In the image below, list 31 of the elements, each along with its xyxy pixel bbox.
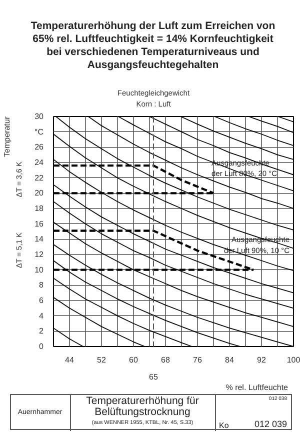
y-tick-label: 24	[34, 158, 44, 167]
y-tick-label: 10	[34, 265, 44, 274]
chart-title: Temperaturerhöhung der Luft zum Erreichen von 65% rel. Luftfeuchtigkeit = 14% Kornfeuchtigkeit bei verschiedenen Temperaturniveaus und Ausgangsfeuchtegehalten	[30, 19, 276, 73]
y-tick-label: 30	[34, 112, 44, 121]
x-tick-label: 92	[257, 356, 266, 364]
x-tick-label: 100	[286, 356, 301, 364]
y-tick-label: 2	[39, 326, 44, 336]
x-tick-label: 44	[65, 356, 74, 364]
y-tick-label: 20	[34, 188, 44, 198]
y-tick-label: 6	[39, 296, 44, 305]
x-tick-label: 84	[225, 356, 234, 364]
text: 012 039	[254, 418, 287, 431]
x-tick-label: 60	[129, 356, 138, 364]
y-tick-label: °C	[34, 127, 44, 136]
y-tick-label: 0	[39, 342, 44, 351]
y-tick-label: 18	[34, 204, 44, 213]
y-tick-label: 16	[34, 219, 44, 228]
text: Temperaturerhöhung für Belüftungstrocknung	[85, 395, 200, 418]
y-axis-title: Temperatur	[2, 116, 12, 157]
y-tick-label: 26	[34, 142, 44, 152]
y-tick-label: 14	[34, 234, 44, 244]
x-tick-label: 76	[193, 356, 202, 364]
y-tick-label: 4	[39, 311, 44, 320]
y-tick-label: 8	[39, 280, 44, 290]
x-tick-label: 52	[97, 356, 106, 364]
text: Ko	[219, 420, 229, 432]
y-tick-label: 22	[34, 173, 44, 182]
x-tick-label: 68	[161, 356, 170, 364]
ref-line-label: 65	[149, 372, 158, 382]
y-tick-label: 12	[34, 250, 44, 259]
x-axis-title: % rel. Luftfeuchte	[226, 382, 288, 394]
